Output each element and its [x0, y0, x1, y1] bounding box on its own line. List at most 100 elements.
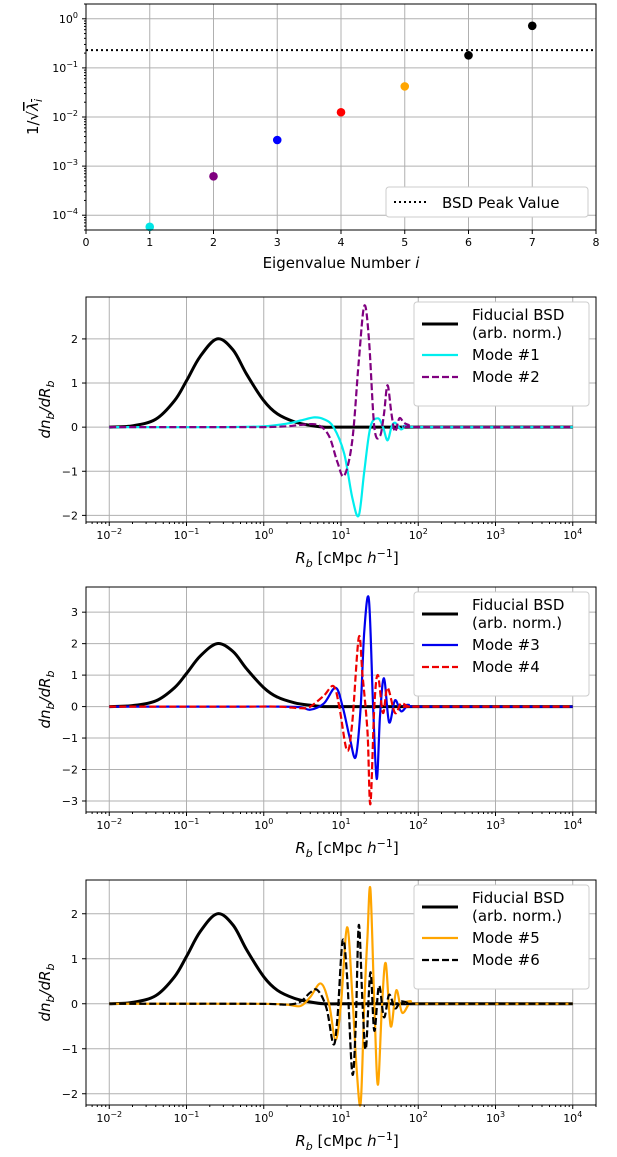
legend-label: Mode #3: [472, 636, 540, 654]
x-tick-label: 0: [83, 236, 90, 249]
unit-close: ]: [393, 1132, 399, 1150]
ylabel-part: dn: [36, 709, 54, 728]
x-tick-label: 1: [146, 236, 153, 249]
eigenvalue-point: [464, 51, 473, 60]
x-tick-label: 100: [254, 1110, 273, 1125]
x-tick-label: 104: [563, 527, 582, 542]
legend-box: [413, 884, 590, 990]
ylabel-part: λ: [24, 102, 42, 112]
legend-label: Mode #4: [472, 658, 540, 676]
x-tick-label-exponent: −1: [188, 1110, 200, 1119]
x-tick-label-exponent: −1: [188, 817, 200, 826]
ylabel-part: /dR: [36, 677, 54, 704]
sub-b: b: [306, 557, 313, 570]
sub-b: b: [306, 847, 313, 860]
x-tick-label-exponent: 0: [268, 527, 273, 536]
y-tick-label: 0: [71, 421, 78, 434]
y-tick-label-exponent: −1: [66, 60, 78, 69]
ylabel-part: b: [44, 963, 57, 970]
x-tick-label-mantissa: 10: [486, 819, 500, 832]
x-tick-label-exponent: 0: [268, 1110, 273, 1119]
x-axis-label: Eigenvalue Number i: [263, 254, 421, 272]
x-tick-label: 4: [338, 236, 345, 249]
x-axis-label-text: Eigenvalue Number: [263, 254, 416, 272]
eigenvalue-point: [400, 82, 410, 91]
x-tick-label-exponent: 3: [500, 1110, 505, 1119]
x-tick-label: 5: [401, 236, 408, 249]
x-tick-label-mantissa: 10: [96, 1112, 110, 1125]
legend-label: Fiducial BSD: [472, 889, 564, 907]
x-tick-label: 10−2: [96, 527, 122, 542]
y-tick-label-exponent: 0: [73, 11, 78, 20]
unit-close: ]: [393, 549, 399, 567]
x-tick-label-mantissa: 10: [409, 529, 423, 542]
y-tick-label-mantissa: 10: [52, 160, 66, 173]
x-tick-label-mantissa: 10: [409, 1112, 423, 1125]
x-tick-label-mantissa: 10: [486, 1112, 500, 1125]
legend: Fiducial BSD(arb. norm.) Mode #1 Mode #2: [413, 301, 590, 407]
x-tick-label: 101: [331, 817, 350, 832]
x-tick-label: 103: [486, 817, 505, 832]
legend: BSD Peak Value: [385, 186, 589, 218]
ylabel-part: /dR: [36, 970, 54, 997]
series-line-mode-2: [109, 304, 573, 478]
legend-label: Mode #1: [472, 346, 540, 364]
eigenvalue-point: [209, 172, 218, 181]
x-tick-label: 6: [465, 236, 472, 249]
legend: Fiducial BSD(arb. norm.) Mode #5 Mode #6: [413, 884, 590, 990]
y-tick-label: 1: [71, 377, 78, 390]
x-tick-label-mantissa: 10: [331, 529, 345, 542]
x-tick-label-mantissa: 10: [331, 1112, 345, 1125]
y-tick-label: 10−3: [52, 158, 78, 173]
y-tick-label: −2: [62, 1088, 78, 1101]
y-axis-label: dnb/dRb: [36, 670, 57, 728]
x-tick-label-mantissa: 10: [486, 529, 500, 542]
ylabel-part: b: [44, 380, 57, 387]
x-tick-label: 2: [210, 236, 217, 249]
axes-frame: [85, 586, 597, 813]
x-tick-label-exponent: 2: [423, 1110, 428, 1119]
x-tick-label: 10−2: [96, 1110, 122, 1125]
y-tick-label-mantissa: 10: [52, 209, 66, 222]
legend: Fiducial BSD(arb. norm.) Mode #3 Mode #4: [413, 591, 590, 697]
y-tick-label: 3: [71, 606, 78, 619]
y-tick-label: −1: [62, 732, 78, 745]
x-tick-label-exponent: 2: [423, 527, 428, 536]
legend-box: [413, 591, 590, 697]
x-tick-label-exponent: −1: [188, 527, 200, 536]
ylabel-part: i: [32, 99, 45, 102]
unit-text: [cMpc: [313, 549, 367, 567]
series-line-mode-1: [109, 416, 573, 518]
unit-close: ]: [393, 839, 399, 857]
y-axis-label: dnb/dRb: [36, 380, 57, 438]
legend-label-line2: (arb. norm.): [472, 614, 562, 632]
x-tick-label-exponent: 1: [345, 817, 350, 826]
x-tick-label: 10−1: [174, 817, 200, 832]
y-axis-label: dnb/dRb: [36, 963, 57, 1021]
ylabel-part: b: [44, 412, 57, 419]
x-tick-label: 103: [486, 527, 505, 542]
unit-text: [cMpc: [313, 839, 367, 857]
x-tick-label-exponent: −2: [110, 1110, 122, 1119]
x-tick-label: 102: [409, 817, 428, 832]
x-tick-label-exponent: 4: [577, 527, 582, 536]
y-tick-label: −2: [62, 764, 78, 777]
x-tick-label-mantissa: 10: [409, 819, 423, 832]
sup-exp: −1: [377, 837, 393, 850]
x-tick-label: 10−1: [174, 1110, 200, 1125]
sup-exp: −1: [377, 547, 393, 560]
legend-label: BSD Peak Value: [442, 194, 559, 212]
y-tick-label: 0: [71, 701, 78, 714]
y-tick-label-mantissa: 10: [52, 62, 66, 75]
x-tick-label-mantissa: 10: [254, 819, 268, 832]
ylabel-part: 1/√: [24, 110, 42, 135]
y-tick-label: 2: [71, 908, 78, 921]
y-tick-label-exponent: −2: [66, 109, 78, 118]
x-axis-label: Rb [cMpc h−1]: [295, 837, 398, 860]
x-tick-label-exponent: 3: [500, 527, 505, 536]
y-tick-label: −1: [62, 465, 78, 478]
ylabel-part: b: [44, 995, 57, 1002]
